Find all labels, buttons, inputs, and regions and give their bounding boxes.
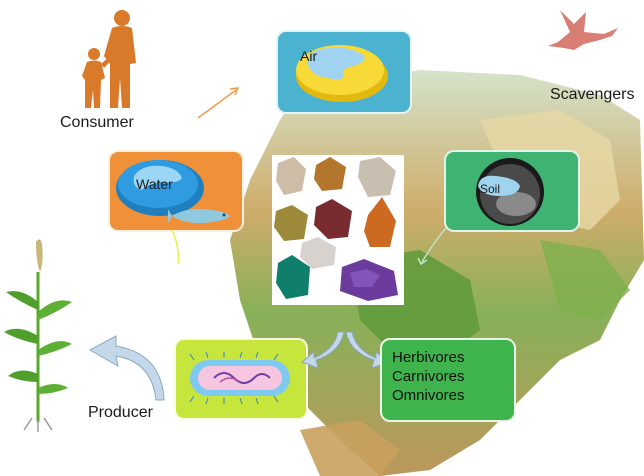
water-label: Water [136,176,173,192]
consumer-label: Consumer [60,114,134,131]
scavengers-label: Scavengers [550,86,635,103]
connector-water [171,230,180,265]
bacteria-icon [189,352,290,404]
consumer-type-omnivores: Omnivores [392,387,465,404]
consumer-type-carnivores: Carnivores [392,368,465,385]
air-label: Air [300,48,318,64]
soil-bubble-icon [476,158,544,226]
fish-icon [168,208,230,224]
connector-soil [417,227,447,266]
air-card: Air [276,30,412,114]
soil-label: Soil [480,182,501,196]
plant-icon [4,239,72,432]
minerals-photo [272,155,404,305]
consumer-types-card: Herbivores Carnivores Omnivores [380,338,516,422]
split-arrows-icon [301,331,389,369]
air-bubble-icon [296,45,388,102]
bird-icon [548,10,618,50]
water-card: Water [108,150,244,232]
arrow-consumer-to-air [197,87,240,119]
water-bubble-icon [116,160,204,216]
producer-arrow-icon [88,335,165,401]
soil-card: Soil [444,150,580,232]
consumer-type-herbivores: Herbivores [392,349,465,366]
person-silhouette-icon [82,10,136,108]
producer-label: Producer [88,404,153,421]
bacteria-card [174,338,308,420]
